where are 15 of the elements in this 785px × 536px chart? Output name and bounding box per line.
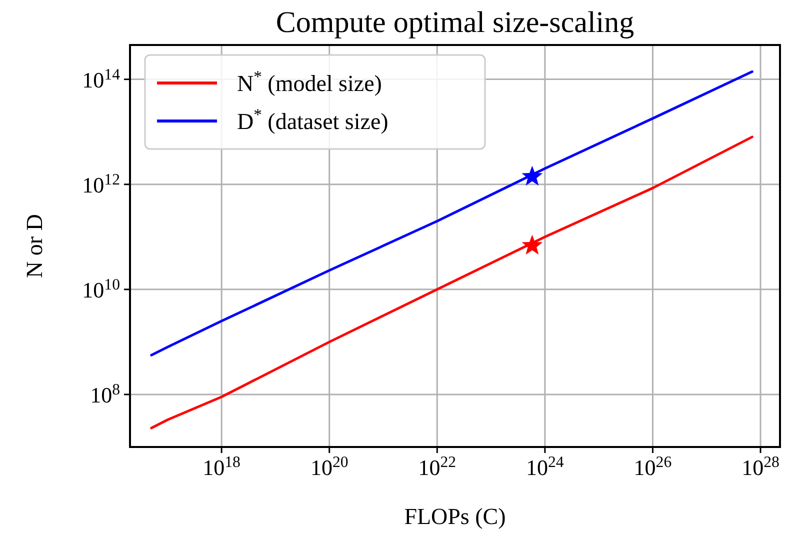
- x-tick-label: 10$^{18}$: [202, 454, 241, 480]
- y-tick-label: 10$^{12}$: [82, 170, 120, 198]
- x-tick-label: 10$^{28}$: [742, 454, 780, 480]
- x-tick-label: 10$^{24}$: [526, 454, 564, 480]
- x-tick-label: 10$^{26}$: [634, 454, 672, 480]
- y-tick-label: 10$^{14}$: [82, 66, 120, 92]
- legend-label: N$^{*}$ (model size): [237, 66, 382, 96]
- x-tick-label: 10$^{20}$: [310, 454, 348, 480]
- y-axis-title: N or D: [22, 214, 47, 278]
- chart-title: Compute optimal size-scaling: [276, 6, 634, 39]
- x-tick-label: 10$^{22}$: [418, 454, 456, 480]
- y-tick-label: 10$^{10}$: [82, 276, 120, 302]
- x-axis-title: FLOPs (C): [404, 504, 506, 529]
- y-tick-label: 10$^{8}$: [90, 380, 120, 408]
- legend-label: D$^{*}$ (dataset size): [237, 104, 388, 134]
